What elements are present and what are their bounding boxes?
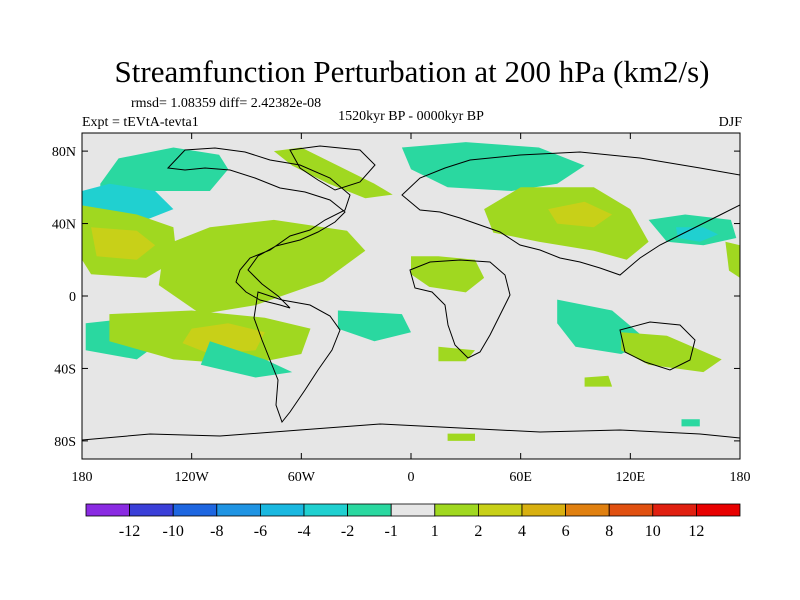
chart-title: Streamfunction Perturbation at 200 hPa (… <box>115 54 710 89</box>
y-tick-label: 80N <box>52 145 76 160</box>
colorbar-level-label: -1 <box>385 523 398 540</box>
colorbar-level-label: -8 <box>210 523 223 540</box>
y-tick-label: 40S <box>54 362 76 377</box>
colorbar-swatch <box>652 503 697 517</box>
colorbar-swatch <box>129 503 174 517</box>
anomaly-south-indian-positive <box>584 375 613 387</box>
x-tick-label: 60E <box>509 470 532 485</box>
colorbar-level-label: 2 <box>474 523 482 540</box>
colorbar-swatch <box>216 503 261 517</box>
anomaly-date-line-positive <box>725 241 740 278</box>
y-axis: 80N 40N 0 40S 80S <box>52 145 740 450</box>
colorbar-level-label: -2 <box>341 523 354 540</box>
colorbar-swatch <box>259 503 305 517</box>
y-tick-label: 0 <box>69 290 76 305</box>
colorbar-swatch <box>521 503 566 517</box>
anomaly-south-america-core <box>182 323 265 354</box>
colorbar-swatch <box>303 503 348 517</box>
colorbar-level-label: 8 <box>605 523 613 540</box>
coastlines <box>82 145 740 441</box>
colorbar-level-label: 6 <box>562 523 570 540</box>
period-label: 1520kyr BP - 0000kyr BP <box>338 109 484 124</box>
colorbar-level-label: 12 <box>688 523 704 540</box>
colorbar-level-label: -12 <box>119 523 140 540</box>
x-tick-label: 0 <box>408 470 415 485</box>
colorbar-swatch <box>434 503 479 517</box>
colorbar-level-label: -4 <box>297 523 310 540</box>
x-tick-label: 60W <box>288 470 316 485</box>
experiment-label: Expt = tEVtA-tevta1 <box>82 115 199 130</box>
anomaly-south-atlantic-east-negative <box>337 310 411 342</box>
colorbar-swatch <box>390 503 436 517</box>
anomaly-caribbean-positive-ring <box>158 219 366 315</box>
colorbar-level-label: 1 <box>431 523 439 540</box>
colorbar-swatch <box>565 503 610 517</box>
x-tick-label: 180 <box>72 470 93 485</box>
colorbar-level-label: 10 <box>645 523 661 540</box>
colorbar-swatch <box>85 503 130 517</box>
anomaly-subtropical-pacific-core <box>91 227 156 260</box>
x-tick-label: 120W <box>175 470 210 485</box>
x-tick-label: 120E <box>616 470 646 485</box>
colorbar-level-label: -6 <box>254 523 267 540</box>
stats-line: rmsd= 1.08359 diff= 2.42382e-08 <box>131 96 321 111</box>
x-axis: 180 120W 60W 0 60E 120E 180 <box>72 133 751 485</box>
colorbar-swatch <box>347 503 392 517</box>
colorbar-level-label: -10 <box>163 523 184 540</box>
y-tick-label: 80S <box>54 435 76 450</box>
colorbar-swatch <box>477 503 523 517</box>
colorbar: -12 -10 -8 -6 -4 -2 -1 1 2 4 6 8 10 12 <box>85 503 741 540</box>
y-tick-label: 40N <box>52 218 76 233</box>
anomaly-asia-core <box>548 201 613 228</box>
season-label: DJF <box>719 115 743 130</box>
anomaly-southern-africa-positive <box>438 346 475 362</box>
x-tick-label: 180 <box>730 470 751 485</box>
anomaly-antarctic-negative <box>681 419 700 427</box>
anomaly-west-pacific-core <box>676 227 719 242</box>
anomaly-africa-positive <box>411 256 485 293</box>
colorbar-level-label: 4 <box>518 523 526 540</box>
anomaly-antarctic-positive <box>447 433 475 441</box>
anomaly-south-atlantic-negative <box>200 341 293 378</box>
anomaly-layer <box>82 142 740 441</box>
anomaly-north-atlantic-greenland-core <box>328 162 375 188</box>
colorbar-swatch <box>696 503 741 517</box>
colorbar-swatch <box>172 503 218 517</box>
colorbar-swatch <box>608 503 654 517</box>
